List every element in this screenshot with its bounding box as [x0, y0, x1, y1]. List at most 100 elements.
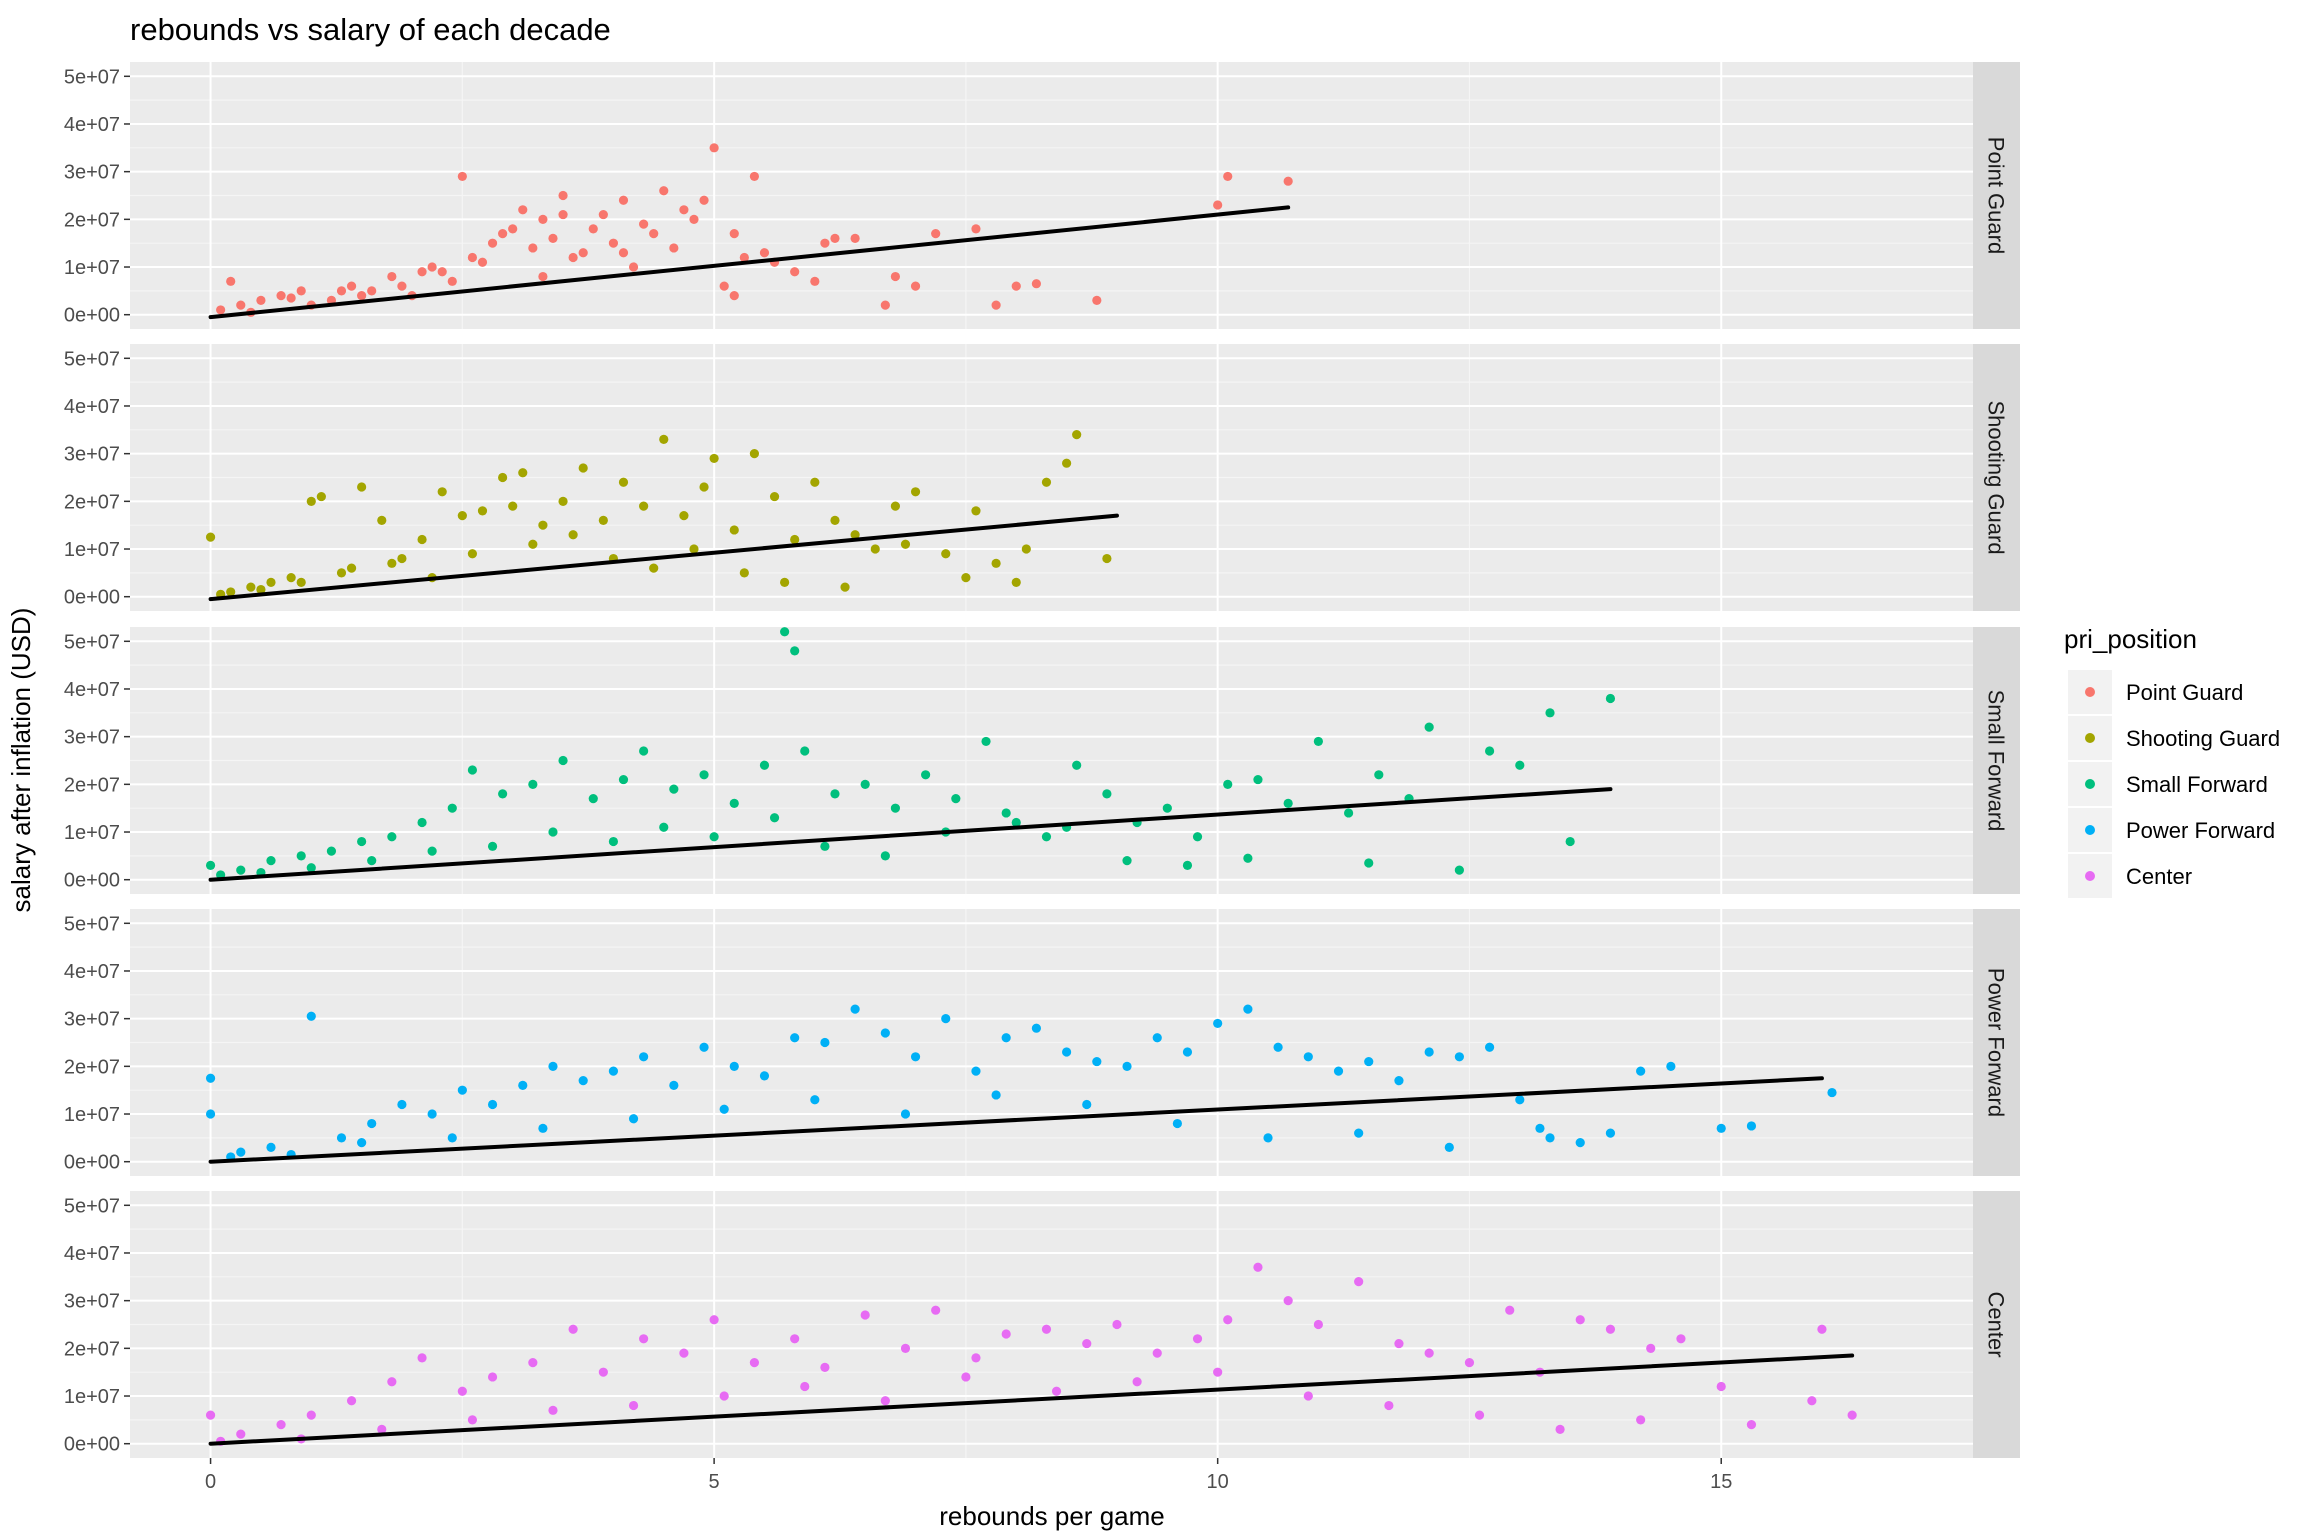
facet-strip [1973, 909, 2020, 1176]
data-point [1384, 1400, 1394, 1411]
regression-line [208, 1076, 1824, 1164]
data-point [1484, 746, 1495, 756]
data-point [649, 563, 659, 573]
data-point [921, 770, 931, 780]
y-tick-label: 4e+07 [64, 961, 120, 983]
data-point [800, 746, 810, 756]
data-point [528, 539, 538, 549]
data-point [1454, 1052, 1464, 1062]
data-point [719, 1104, 729, 1114]
y-tick-label: 2e+07 [64, 774, 120, 796]
data-point [1484, 1042, 1495, 1052]
data-point [971, 506, 981, 516]
y-tick-label: 0e+00 [64, 870, 120, 892]
data-point [487, 1099, 498, 1110]
data-point [709, 143, 719, 153]
data-point [1102, 553, 1112, 564]
data-point [679, 205, 689, 215]
data-point [900, 539, 911, 549]
y-tick-label: 1e+07 [64, 257, 120, 279]
data-point [276, 1420, 286, 1430]
data-point [1152, 1348, 1162, 1358]
y-tick-label: 2e+07 [64, 209, 120, 231]
data-point [790, 646, 800, 656]
points-small-forward [205, 627, 1616, 880]
y-tick-label: 3e+07 [64, 1291, 120, 1313]
data-point [1092, 1056, 1102, 1067]
data-point [780, 577, 790, 587]
data-point [790, 1033, 800, 1043]
data-point [1847, 1410, 1857, 1420]
data-point [1303, 1052, 1313, 1062]
data-point [477, 257, 488, 267]
legend-item-point-guard: Point Guard [2068, 670, 2243, 714]
data-point [518, 468, 528, 478]
data-point [487, 841, 498, 851]
y-tick-label: 5e+07 [64, 913, 120, 935]
data-point [618, 248, 629, 258]
data-point [981, 736, 991, 747]
legend-label: Power Forward [2126, 818, 2275, 843]
data-point [367, 856, 377, 866]
data-point [598, 1367, 608, 1377]
data-point [437, 267, 447, 277]
data-point [487, 1372, 498, 1382]
legend-label: Center [2126, 864, 2192, 889]
data-point [1424, 1047, 1434, 1057]
data-point [236, 865, 246, 875]
data-point [1192, 1334, 1203, 1344]
data-point [890, 501, 900, 511]
data-point [1676, 1334, 1686, 1344]
legend-swatch [2085, 871, 2095, 881]
data-point [417, 534, 427, 545]
data-point [336, 286, 347, 296]
data-point [417, 817, 427, 828]
data-point [1283, 798, 1293, 809]
legend-swatch [2085, 825, 2095, 835]
data-point [709, 832, 719, 842]
data-point [810, 477, 820, 487]
data-point [357, 1138, 367, 1148]
y-tick-label: 5e+07 [64, 631, 120, 653]
data-point [1001, 1033, 1011, 1043]
data-point [880, 851, 890, 861]
data-point [1605, 1128, 1616, 1138]
data-point [880, 300, 890, 310]
data-point [568, 252, 578, 263]
data-point [447, 276, 457, 286]
data-point [457, 171, 467, 182]
data-point [578, 1076, 588, 1086]
data-point [860, 779, 870, 789]
data-point [890, 803, 900, 813]
data-point [236, 1429, 246, 1439]
data-point [1082, 1338, 1092, 1349]
data-point [830, 789, 840, 799]
legend-swatch [2085, 733, 2095, 743]
data-point [689, 214, 699, 224]
legend-item-power-forward: Power Forward [2068, 808, 2275, 852]
data-point [1112, 1319, 1122, 1330]
data-point [548, 1061, 558, 1071]
data-point [1213, 1367, 1223, 1377]
data-point [618, 477, 629, 487]
data-point [256, 584, 266, 595]
data-point [588, 794, 598, 804]
data-point [850, 1004, 860, 1014]
data-point [709, 453, 719, 464]
data-point [1011, 577, 1021, 587]
data-point [870, 544, 880, 554]
data-point [1021, 544, 1031, 554]
y-tick-label: 5e+07 [64, 1195, 120, 1217]
data-point [1273, 1042, 1283, 1052]
data-point [931, 1305, 941, 1315]
data-point [739, 568, 749, 578]
data-point [1001, 1329, 1011, 1339]
data-point [830, 515, 840, 526]
data-point [941, 1014, 951, 1024]
data-point [538, 520, 548, 530]
data-point [1394, 1338, 1404, 1349]
data-point [1102, 789, 1112, 799]
data-point [568, 1324, 578, 1334]
data-point [427, 1109, 437, 1119]
